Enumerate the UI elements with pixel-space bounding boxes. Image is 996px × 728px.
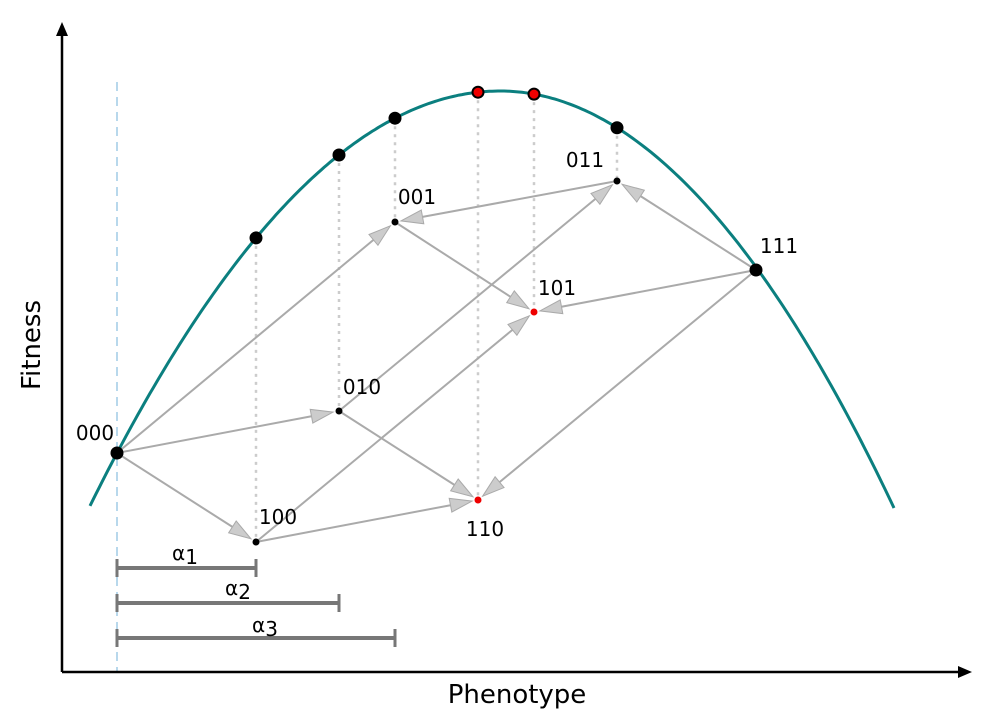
x-axis-arrow — [958, 666, 972, 678]
edge — [640, 195, 757, 271]
effect-label: α1 — [172, 541, 198, 569]
edge-arrowhead — [227, 520, 253, 540]
edge-arrowhead — [399, 209, 425, 225]
edge — [255, 329, 514, 543]
effect-label: α3 — [252, 613, 278, 641]
edge — [422, 180, 618, 218]
genotype-node — [530, 308, 538, 316]
genotype-label: 010 — [343, 375, 381, 399]
y-axis-label: Fitness — [17, 300, 47, 390]
genotype-label: 001 — [398, 185, 436, 209]
curve-point — [610, 121, 624, 135]
curve-point — [332, 148, 346, 162]
edge — [394, 221, 512, 298]
genotype-node — [110, 446, 124, 460]
fitness-curve — [88, 89, 896, 509]
edge-arrowhead — [505, 290, 531, 310]
genotype-label: 101 — [538, 276, 576, 300]
curve-point — [249, 231, 263, 245]
edge — [116, 239, 375, 454]
effect-symbol: α — [225, 576, 238, 600]
genotype-node — [335, 407, 343, 415]
genotype-label: 110 — [466, 517, 504, 541]
genotype-node — [252, 538, 260, 546]
edge — [498, 269, 757, 483]
edge-arrowhead — [538, 299, 564, 315]
edge-arrowhead — [590, 183, 614, 206]
genotype-label: 111 — [760, 234, 798, 258]
curve-point — [527, 87, 541, 101]
effect-subscript: 3 — [265, 617, 278, 641]
edge — [116, 452, 233, 528]
edge — [561, 269, 757, 308]
edge — [116, 415, 312, 454]
genotype-node — [474, 496, 482, 504]
genotype-label: 100 — [259, 505, 297, 529]
effect-bar — [115, 559, 258, 577]
genotype-node — [613, 177, 621, 185]
genotype-label: 000 — [76, 421, 114, 445]
effect-subscript: 1 — [185, 545, 198, 569]
edge-arrowhead — [449, 478, 475, 498]
edge-arrowhead — [481, 475, 505, 498]
curve-point — [388, 111, 402, 125]
edges-layer — [116, 180, 757, 543]
x-axis-label: Phenotype — [448, 680, 587, 710]
edge-arrowhead — [368, 224, 392, 247]
curve-point — [471, 85, 485, 99]
effect-bar — [115, 629, 397, 647]
effect-label: α2 — [225, 576, 251, 604]
nodes-layer: 000 100 010 001 110 101 011 111 — [76, 85, 798, 647]
genotype-node — [391, 218, 399, 226]
genotype-label: 011 — [566, 148, 604, 172]
edge — [255, 504, 451, 543]
edge-arrowhead — [309, 408, 335, 424]
edge-arrowhead — [448, 497, 474, 513]
effect-bar — [115, 594, 341, 612]
edge-arrowhead — [620, 183, 646, 203]
y-axis-arrow — [56, 22, 68, 36]
genotype-node — [749, 263, 763, 277]
effect-symbol: α — [252, 613, 265, 637]
edge — [338, 410, 455, 486]
effect-symbol: α — [172, 541, 185, 565]
effect-subscript: 2 — [238, 580, 251, 604]
edge — [338, 198, 597, 412]
edge-arrowhead — [507, 314, 531, 337]
background-layer — [88, 82, 896, 672]
